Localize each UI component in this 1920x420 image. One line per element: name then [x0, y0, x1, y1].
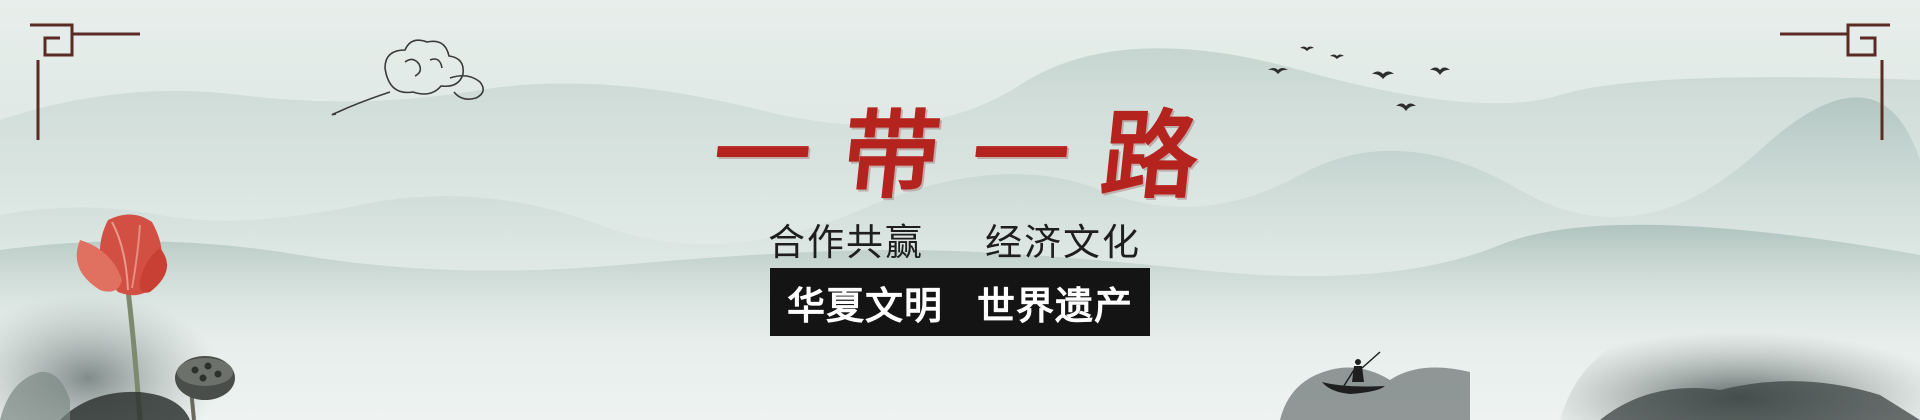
bird-icon — [1430, 67, 1450, 75]
lotus-icon — [76, 214, 168, 420]
title-char: 一 — [966, 98, 1081, 212]
corner-ornament-icon — [1780, 23, 1890, 140]
bird-icon — [1300, 46, 1314, 51]
tagline-left: 华夏文明 — [786, 283, 943, 328]
subtitle-left: 合作共赢 — [768, 221, 924, 264]
title-char: 路 — [1096, 98, 1211, 212]
title-char: 带 — [837, 98, 952, 212]
bird-icon — [1330, 54, 1344, 59]
bird-icon — [1268, 68, 1288, 74]
lotus-pod-icon — [175, 356, 235, 420]
page-title: 一 带 一 路 — [708, 92, 1211, 212]
tagline-bar: 华夏文明 世界遗产 — [770, 268, 1150, 336]
corner-ornament-icon — [30, 23, 140, 140]
bird-icon — [1372, 71, 1394, 79]
subtitle-right: 经济文化 — [985, 221, 1141, 264]
tagline-right: 世界遗产 — [976, 283, 1133, 328]
bird-icon — [1396, 103, 1416, 111]
title-char: 一 — [708, 98, 823, 212]
